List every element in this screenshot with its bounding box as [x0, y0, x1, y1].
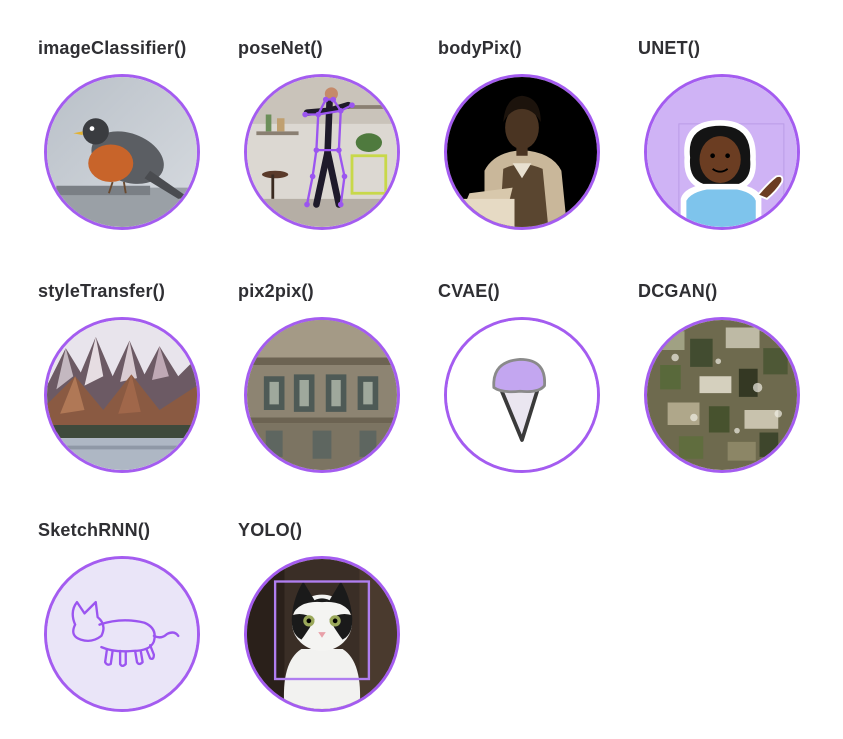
stylized-mountains-icon: [47, 320, 197, 470]
model-thumbnail[interactable]: [644, 74, 800, 230]
gan-noise-texture-icon: [647, 320, 797, 470]
model-title[interactable]: UNET(): [638, 38, 701, 58]
model-title[interactable]: CVAE(): [438, 281, 500, 301]
pose-skeleton-photo-icon: [247, 77, 397, 227]
model-title[interactable]: bodyPix(): [438, 38, 522, 58]
model-thumbnail[interactable]: [44, 556, 200, 712]
model-thumbnail[interactable]: [444, 74, 600, 230]
model-thumbnail[interactable]: [44, 74, 200, 230]
generated-facade-icon: [247, 320, 397, 470]
ice-cream-cone-icon: [447, 320, 597, 470]
cat-sketch-icon: [47, 559, 197, 709]
person-emoji-icon: [647, 77, 797, 227]
model-thumbnail[interactable]: [244, 74, 400, 230]
model-thumbnail[interactable]: [644, 317, 800, 473]
model-card-dcgan[interactable]: DCGAN(): [638, 281, 808, 481]
cat-bounding-box-photo-icon: [247, 559, 397, 709]
model-title[interactable]: YOLO(): [238, 520, 303, 540]
model-card-imageclassifier[interactable]: imageClassifier(): [38, 38, 208, 238]
model-title[interactable]: poseNet(): [238, 38, 323, 58]
model-title[interactable]: DCGAN(): [638, 281, 718, 301]
model-thumbnail[interactable]: [444, 317, 600, 473]
model-thumbnail[interactable]: [44, 317, 200, 473]
model-card-styletransfer[interactable]: styleTransfer(): [38, 281, 208, 481]
model-card-posenet[interactable]: poseNet(): [238, 38, 408, 238]
model-card-yolo[interactable]: YOLO(): [238, 520, 408, 720]
model-title[interactable]: imageClassifier(): [38, 38, 187, 58]
model-card-sketchrnn[interactable]: SketchRNN(): [38, 520, 208, 720]
model-title[interactable]: styleTransfer(): [38, 281, 166, 301]
model-card-pix2pix[interactable]: pix2pix(): [238, 281, 408, 481]
robin-bird-photo-icon: [47, 77, 197, 227]
model-thumbnail[interactable]: [244, 556, 400, 712]
model-card-unet[interactable]: UNET(): [638, 38, 808, 238]
model-card-bodypix[interactable]: bodyPix(): [438, 38, 608, 238]
model-title[interactable]: pix2pix(): [238, 281, 314, 301]
model-card-cvae[interactable]: CVAE(): [438, 281, 608, 481]
portrait-segmentation-photo-icon: [447, 77, 597, 227]
model-title[interactable]: SketchRNN(): [38, 520, 151, 540]
model-thumbnail[interactable]: [244, 317, 400, 473]
